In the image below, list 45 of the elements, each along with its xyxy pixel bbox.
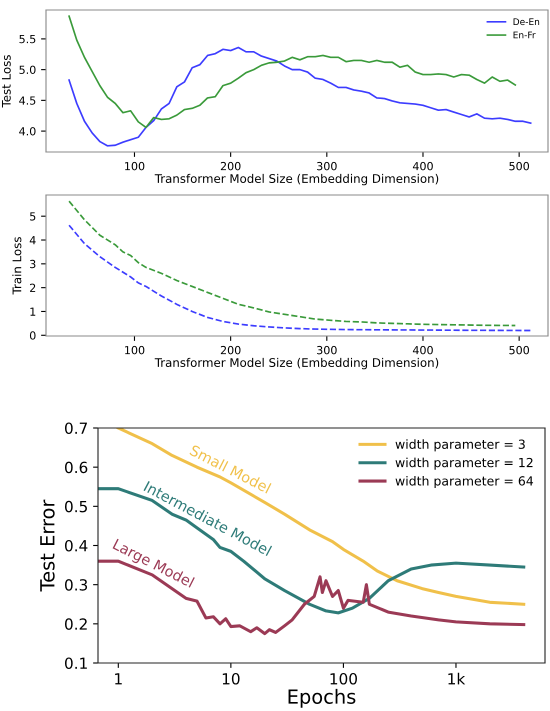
y-tick-label: 0.3 xyxy=(64,579,88,591)
x-tick-label: 1 xyxy=(115,673,122,684)
y-tick-label: 0 xyxy=(30,331,36,340)
x-tick-label: 100 xyxy=(330,672,357,685)
y-tick-label: 5.5 xyxy=(19,35,36,44)
legend-label: De-En xyxy=(514,18,540,26)
x-tick-label: 500 xyxy=(509,346,530,354)
y-tick-label: 0.6 xyxy=(64,462,88,474)
x-tick-label: 300 xyxy=(317,346,337,354)
y-axis-title: Train Loss xyxy=(12,237,22,295)
x-tick-label: 200 xyxy=(220,346,241,354)
y-tick-label: 5.0 xyxy=(19,66,36,74)
x-axis-title: Epochs xyxy=(288,688,356,708)
y-tick-label: 0.5 xyxy=(64,500,87,512)
y-tick-label: 3 xyxy=(30,260,36,268)
y-tick-label: 2 xyxy=(30,284,36,292)
legend-label: width parameter = 12 xyxy=(396,458,532,470)
x-tick-label: 10 xyxy=(222,672,240,685)
y-tick-label: 0.7 xyxy=(64,422,87,434)
x-axis-title: Transformer Model Size (Embedding Dimension) xyxy=(154,358,438,370)
line-series xyxy=(68,200,516,326)
x-axis-title: Transformer Model Size (Embedding Dimension) xyxy=(154,174,438,186)
x-tick-label: 1k xyxy=(448,672,466,684)
y-tick-label: 4 xyxy=(30,236,36,244)
y-axis-title: Test Error xyxy=(40,500,55,592)
y-tick-label: 1 xyxy=(30,308,36,316)
legend-label: width parameter = 3 xyxy=(396,439,525,452)
x-tick-label: 300 xyxy=(317,162,337,170)
legend-label: En-Fr xyxy=(514,32,536,38)
legend-label: width parameter = 64 xyxy=(396,476,534,488)
y-tick-label: 0.2 xyxy=(64,618,87,630)
y-axis-title: Test Loss xyxy=(2,55,11,108)
x-tick-label: 100 xyxy=(125,162,144,170)
line-series xyxy=(68,224,532,332)
x-tick-label: 400 xyxy=(412,346,433,354)
x-tick-label: 200 xyxy=(220,162,241,170)
y-tick-label: 5 xyxy=(30,212,36,221)
x-tick-label: 400 xyxy=(412,162,433,170)
x-tick-label: 100 xyxy=(125,346,144,354)
line-series xyxy=(68,46,532,147)
y-tick-label: 4.0 xyxy=(19,127,36,136)
x-tick-label: 500 xyxy=(509,162,530,170)
y-tick-label: 0.1 xyxy=(64,657,87,670)
y-tick-label: 4.5 xyxy=(19,96,36,105)
y-tick-label: 0.4 xyxy=(64,540,88,552)
